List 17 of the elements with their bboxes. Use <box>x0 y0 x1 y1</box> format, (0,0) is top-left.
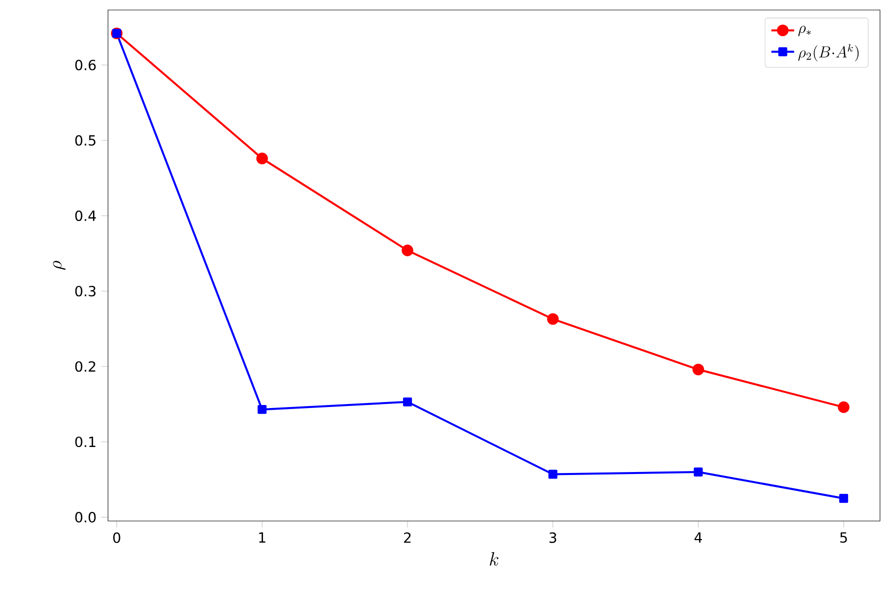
legend-label: $\rho_{2}(B{\cdot}A^{k})$ <box>798 44 859 62</box>
y-tick-label: 0.2 <box>75 361 96 372</box>
y-tick-label: 0.1 <box>75 436 96 448</box>
x-tick-label: 5 <box>840 532 847 543</box>
y-tick-label: 0.0 <box>75 512 96 523</box>
x-tick-label: 2 <box>404 532 411 543</box>
y-tick-label: 0.5 <box>75 135 96 146</box>
x-tick-label: 0 <box>113 532 120 543</box>
y-tick-label: 0.6 <box>75 60 96 70</box>
y-tick-label: 0.4 <box>75 210 96 222</box>
y-tick-label: 0.3 <box>75 286 96 296</box>
x-tick-label: 3 <box>549 532 556 543</box>
y-axis-title: $\rho$ <box>53 260 66 270</box>
x-axis-title: $k$ <box>490 552 498 566</box>
x-tick-label: 4 <box>694 532 702 543</box>
x-tick-label: 1 <box>259 532 266 543</box>
legend-label: $\rho_{*}$ <box>798 26 811 36</box>
